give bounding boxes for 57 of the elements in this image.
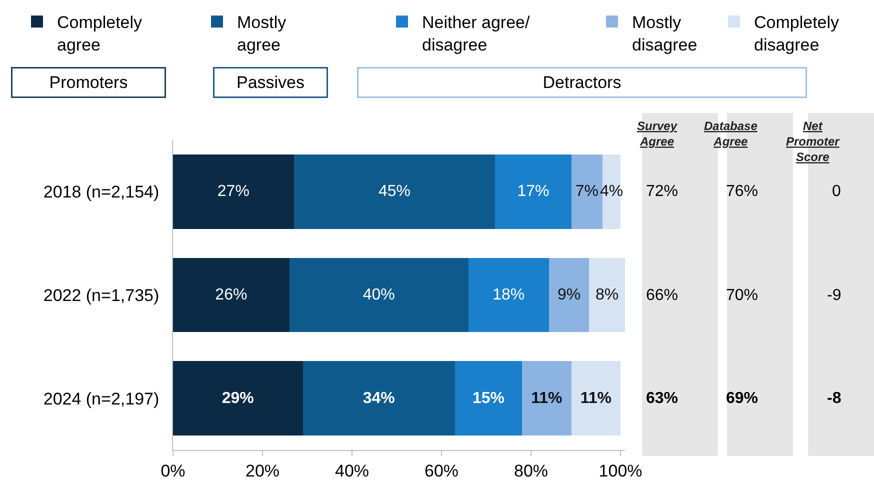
data-label: 4%: [600, 183, 624, 200]
x-tick-label: 20%: [245, 461, 280, 480]
text: -9: [827, 287, 842, 304]
data-label: 8%: [596, 286, 619, 304]
text: 0: [832, 183, 841, 200]
text: Passives: [236, 73, 305, 92]
text: Detractors: [542, 73, 622, 92]
text: 70%: [726, 287, 758, 304]
text: 72%: [646, 183, 678, 200]
bar: [495, 154, 572, 229]
data-label: 9%: [557, 286, 581, 304]
text: Net Promoter Score: [786, 119, 841, 164]
legend-label: Mostly disagree: [632, 13, 698, 54]
bar: [589, 258, 625, 332]
text: Database Agree: [704, 119, 758, 149]
x-tick-label: 0%: [160, 461, 186, 480]
legend-label: Completely agree: [57, 13, 143, 54]
x-tick-label: 80%: [514, 461, 548, 480]
legend-label: Completely disagree: [754, 13, 840, 54]
data-label: 40%: [362, 286, 395, 304]
data-label: 15%: [472, 390, 505, 407]
bar: [302, 361, 455, 436]
bar: [548, 258, 590, 332]
data-label: 26%: [215, 286, 248, 304]
data-label: 27%: [217, 183, 250, 200]
data-label: 29%: [222, 390, 254, 407]
bar: [294, 154, 496, 229]
legend-label: Neither agree/disagree: [422, 13, 530, 54]
y-tick-label: 2018 (n=2,154): [43, 182, 169, 202]
text: Survey Agree: [637, 119, 678, 149]
text: 66%: [646, 287, 678, 304]
text: 63%: [646, 390, 678, 407]
data-label: 18%: [492, 286, 525, 304]
data-label: 45%: [378, 183, 411, 200]
bar: [571, 361, 621, 436]
x-tick-label: 60%: [424, 461, 459, 480]
data-label: 17%: [517, 183, 550, 200]
bar: [522, 361, 572, 436]
y-tick-label: 2024 (n=2,197): [43, 389, 169, 408]
text: -8: [827, 390, 842, 407]
y-tick-label: 2022 (n=1,735): [43, 286, 169, 305]
data-label: 7%: [575, 183, 599, 200]
text: 76%: [726, 183, 758, 200]
text: 69%: [726, 390, 758, 407]
bar: [173, 361, 303, 436]
bar: [468, 258, 549, 332]
x-tick-label: 40%: [334, 461, 370, 480]
data-label: 11%: [580, 390, 612, 407]
text: Promoters: [49, 73, 128, 92]
data-label: 11%: [531, 390, 562, 407]
bar: [173, 154, 294, 229]
data-label: 34%: [362, 390, 395, 407]
bar: [173, 258, 290, 332]
bar: [289, 258, 468, 332]
bar: [454, 361, 522, 436]
legend-label: Mostly agree: [237, 13, 287, 54]
x-tick-label: 100%: [598, 461, 642, 480]
